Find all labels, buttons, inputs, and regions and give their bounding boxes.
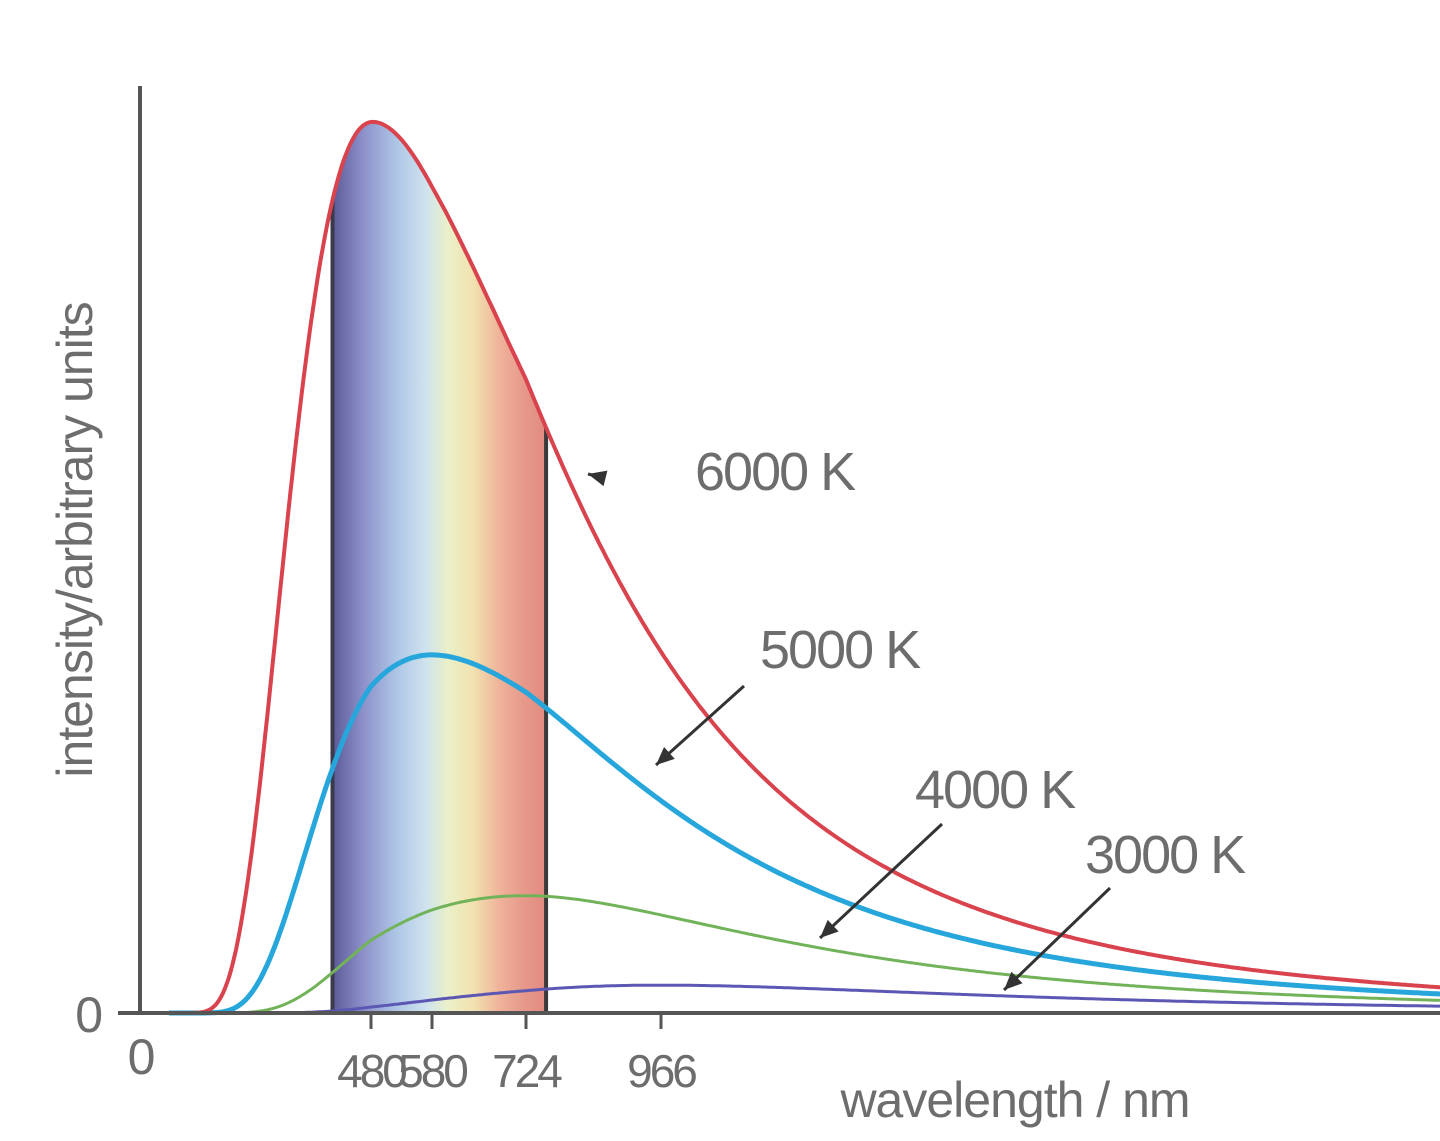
series-layer — [168, 119, 1440, 1016]
series-line-6000k — [168, 119, 1440, 1015]
x-tick-label-966: 966 — [627, 1045, 696, 1097]
series-label-4000k: 4000 K — [915, 760, 1076, 820]
x-tick-label-480: 480 — [337, 1045, 406, 1097]
arrowhead-5000k — [656, 747, 675, 765]
annotation-6000k: 6000 K — [587, 442, 858, 502]
x-tick-label-724: 724 — [492, 1045, 562, 1097]
annotation-3000k: 3000 K — [1002, 825, 1248, 992]
arrowhead-3000k — [1004, 971, 1023, 990]
series-label-6000k: 6000 K — [695, 442, 856, 502]
x-origin-label: 0 — [128, 1029, 154, 1085]
series-line-5000k — [168, 652, 1440, 1016]
arrowhead-4000k — [820, 919, 839, 938]
y-axis-title: intensity/arbitrary units — [47, 302, 103, 777]
series-label-3000k: 3000 K — [1085, 825, 1246, 885]
series-line-3000k — [168, 983, 1440, 1015]
axes — [118, 86, 1440, 1015]
x-axis-title: wavelength / nm — [839, 1072, 1189, 1128]
spectrum-gradient-fill — [332, 121, 547, 1013]
annotation-5000k: 5000 K — [654, 620, 923, 767]
visible-spectrum-band — [330, 121, 549, 1013]
leader-line-4000k — [818, 822, 944, 940]
arrowhead-6000k — [588, 470, 608, 487]
leader-line-3000k — [1002, 886, 1112, 992]
leader-line-5000k — [654, 684, 746, 767]
y-origin-label: 0 — [75, 987, 101, 1043]
annotation-4000k: 4000 K — [818, 760, 1078, 940]
series-line-4000k — [168, 894, 1440, 1015]
x-tick-label-580: 580 — [398, 1045, 467, 1097]
series-label-5000k: 5000 K — [760, 620, 921, 680]
